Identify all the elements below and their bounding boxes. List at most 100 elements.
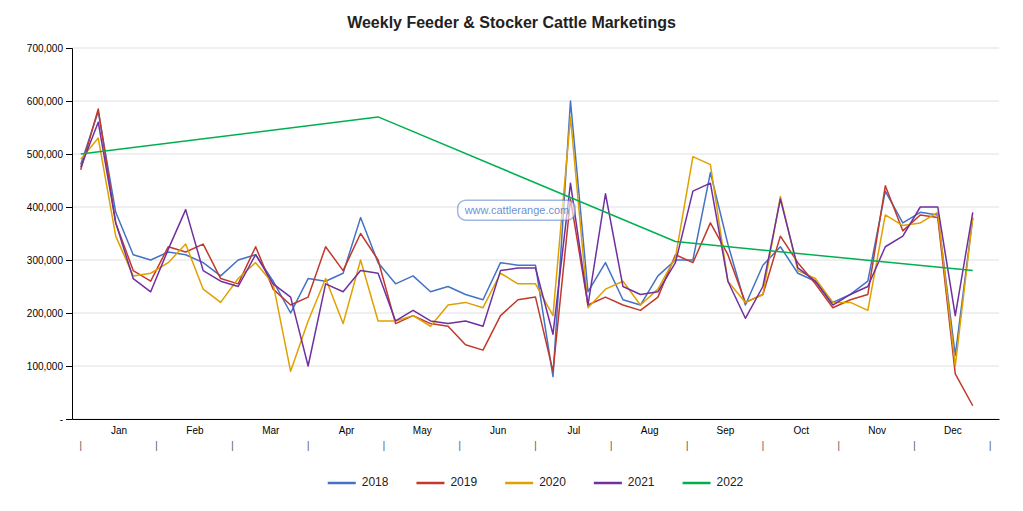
series-line — [81, 101, 973, 377]
y-tick: 300,000 — [27, 255, 72, 266]
y-tick-label: 600,000 — [27, 96, 64, 107]
x-tick-label: Nov — [868, 425, 886, 436]
plot: - 100,000 200,000 300,000 400,000 500,000 600,… — [27, 43, 1000, 451]
y-tick-mark — [66, 207, 72, 208]
x-tick: Sep — [717, 419, 735, 436]
annotations: |||||||||||||www.cattlerange.com — [79, 200, 991, 451]
y-tick: 400,000 — [27, 202, 72, 213]
watermark: www.cattlerange.com — [458, 200, 576, 220]
month-separator: | — [989, 439, 992, 451]
x-tick: Feb — [186, 419, 204, 436]
month-separator: | — [307, 439, 310, 451]
y-tick-mark — [66, 419, 72, 420]
legend-swatch — [594, 482, 622, 485]
y-axis: - 100,000 200,000 300,000 400,000 500,000 600,… — [27, 43, 73, 425]
x-axis: Jan Feb Mar Apr May Jun Jul Aug Sep Oct Nov Dec — [73, 419, 1000, 436]
y-tick-label: 300,000 — [27, 255, 64, 266]
legend-item: 2022 — [683, 475, 744, 489]
legend-item: 2018 — [328, 475, 389, 489]
month-separator: | — [913, 439, 916, 451]
x-tick: Mar — [262, 419, 280, 436]
y-tick: 600,000 — [27, 96, 72, 107]
x-axis-line — [73, 419, 1000, 420]
y-tick-mark — [66, 313, 72, 314]
series-line — [81, 109, 973, 406]
y-tick-mark — [66, 366, 72, 367]
legend-swatch — [505, 482, 533, 485]
x-tick: Dec — [944, 419, 962, 436]
title: Weekly Feeder & Stocker Cattle Marketing… — [347, 14, 676, 31]
month-separator: | — [382, 439, 385, 451]
x-tick-label: Feb — [186, 425, 204, 436]
y-tick-mark — [66, 154, 72, 155]
legend-item: 2021 — [594, 475, 655, 489]
y-tick: 700,000 — [27, 43, 72, 54]
x-tick: Jun — [490, 419, 506, 436]
y-tick: 100,000 — [27, 361, 72, 372]
month-separator: | — [534, 439, 537, 451]
watermark-box — [458, 200, 576, 220]
legend-label: 2021 — [628, 475, 655, 489]
month-separator: | — [155, 439, 158, 451]
watermark-text: www.cattlerange.com — [464, 204, 570, 216]
y-tick-mark — [66, 48, 72, 49]
y-tick-label: 700,000 — [27, 43, 64, 54]
legend-swatch — [683, 482, 711, 485]
legend-item: 2020 — [505, 475, 566, 489]
y-axis-line — [66, 49, 73, 420]
x-tick-label: Jul — [567, 425, 580, 436]
x-tick: Jan — [111, 419, 127, 436]
legend-item: 2019 — [416, 475, 477, 489]
month-separator: | — [610, 439, 613, 451]
grid-line — [72, 313, 999, 314]
month-separator: | — [79, 439, 82, 451]
x-tick-label: Dec — [944, 425, 962, 436]
x-tick: Jul — [567, 419, 580, 436]
series-line — [81, 122, 973, 366]
legend-label: 2019 — [450, 475, 477, 489]
legend: 2018 2019 2020 2021 2022 — [328, 475, 744, 489]
grid-line — [72, 154, 999, 155]
x-tick-label: Jan — [111, 425, 127, 436]
x-tick-label: Mar — [262, 425, 280, 436]
series-line — [81, 117, 973, 371]
x-tick-label: Apr — [339, 425, 355, 436]
x-tick: Aug — [641, 419, 659, 436]
series-line — [81, 117, 973, 271]
y-tick: - — [60, 414, 72, 425]
legend-label: 2022 — [717, 475, 744, 489]
month-separator: | — [231, 439, 234, 451]
y-tick-label: 200,000 — [27, 308, 64, 319]
x-tick-label: Jun — [490, 425, 506, 436]
month-separator: | — [458, 439, 461, 451]
legend-label: 2020 — [539, 475, 566, 489]
grid-line — [72, 366, 999, 367]
y-tick-mark — [66, 260, 72, 261]
x-tick: May — [413, 419, 432, 436]
grid — [72, 48, 999, 419]
y-tick-label: 100,000 — [27, 361, 64, 372]
y-tick-label: 400,000 — [27, 202, 64, 213]
y-tick-label: 500,000 — [27, 149, 64, 160]
y-tick: 200,000 — [27, 308, 72, 319]
y-tick: 500,000 — [27, 149, 72, 160]
x-tick-label: Aug — [641, 425, 659, 436]
grid-line — [72, 101, 999, 102]
x-tick-label: Oct — [793, 425, 809, 436]
legend-swatch — [328, 482, 356, 485]
legend-label: 2018 — [362, 475, 389, 489]
y-tick-label: - — [60, 414, 63, 425]
x-tick-label: May — [413, 425, 432, 436]
grid-line — [72, 419, 999, 420]
x-tick: Apr — [339, 419, 355, 436]
grid-line — [72, 48, 999, 49]
x-tick: Oct — [793, 419, 809, 436]
x-tick: Nov — [868, 419, 886, 436]
month-separator: | — [686, 439, 689, 451]
month-separator: | — [837, 439, 840, 451]
chart: Weekly Feeder & Stocker Cattle Marketing… — [0, 0, 1023, 511]
y-tick-mark — [66, 101, 72, 102]
lines — [81, 101, 973, 406]
legend-swatch — [416, 482, 444, 485]
x-tick-label: Sep — [717, 425, 735, 436]
